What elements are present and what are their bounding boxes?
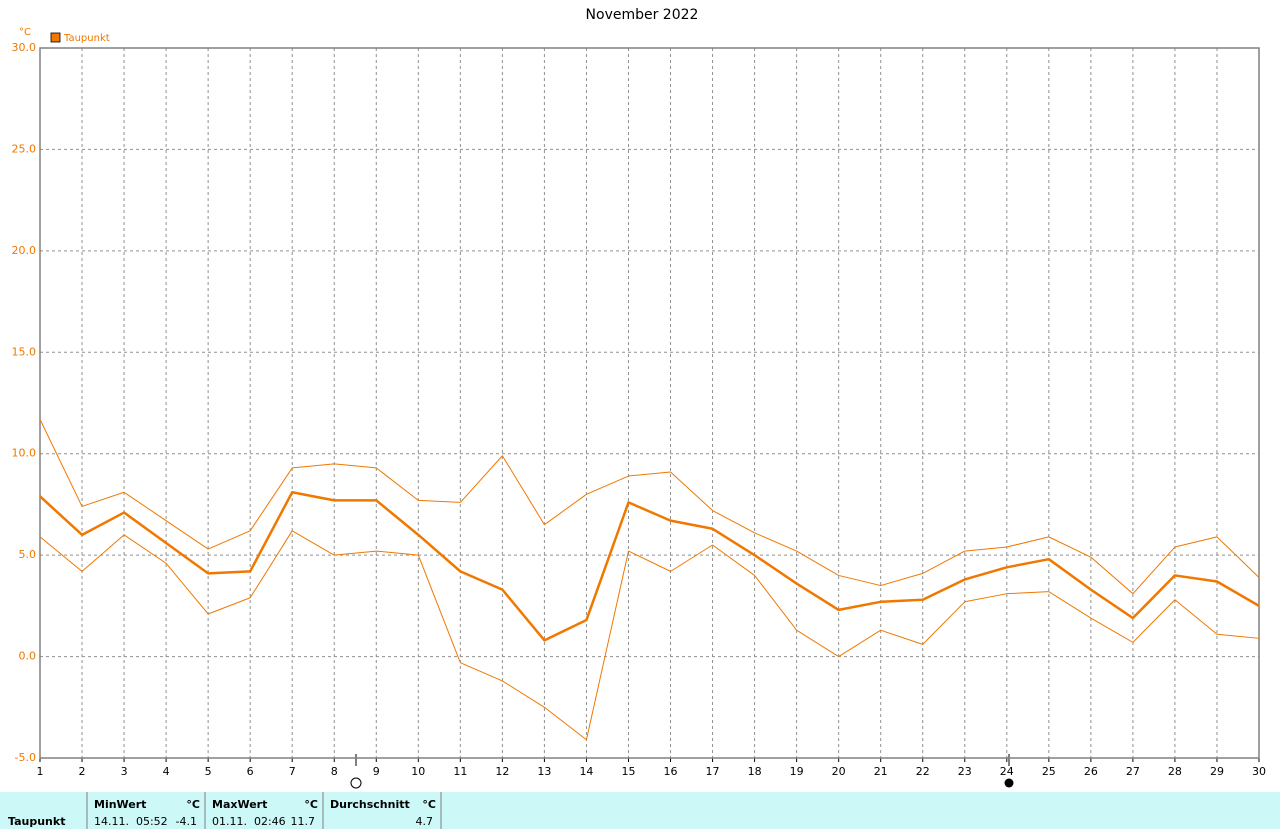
x-tick-label: 2: [79, 765, 86, 778]
x-tick-label: 19: [790, 765, 804, 778]
legend-label: Taupunkt: [63, 33, 110, 44]
chart-title: November 2022: [586, 7, 699, 23]
y-tick-label: 10.0: [12, 447, 37, 460]
new-moon: [1004, 778, 1014, 788]
table-unit: °C: [186, 798, 200, 811]
x-tick-label: 20: [832, 765, 846, 778]
y-tick-label: 20.0: [12, 244, 37, 257]
y-tick-label: 25.0: [12, 142, 37, 155]
plot-frame: [39, 47, 1260, 759]
x-tick-label: 6: [247, 765, 254, 778]
line-values: [39, 491, 1260, 642]
x-tick-label: 11: [453, 765, 467, 778]
x-tick-label: 8: [331, 765, 338, 778]
table-value: 11.7: [291, 815, 316, 828]
legend-swatch: [50, 32, 61, 43]
x-tick-label: 17: [706, 765, 720, 778]
line-upper: [39, 419, 1260, 595]
table-unit: °C: [304, 798, 318, 811]
x-tick-label: 13: [537, 765, 551, 778]
table-value: 4.7: [416, 815, 434, 828]
x-tick-label: 9: [373, 765, 380, 778]
table-value: -4.1: [176, 815, 197, 828]
stats-background: [0, 792, 1280, 829]
y-unit: °C: [19, 27, 31, 38]
y-tick-label: 0.0: [19, 650, 37, 663]
x-tick-label: 24: [1000, 765, 1014, 778]
x-tick-label: 16: [664, 765, 678, 778]
x-tick-label: 7: [289, 765, 296, 778]
full-moon: [350, 777, 362, 789]
x-tick-label: 29: [1210, 765, 1224, 778]
x-tick-label: 30: [1252, 765, 1266, 778]
x-tick-label: 23: [958, 765, 972, 778]
x-tick-label: 21: [874, 765, 888, 778]
table-header: Durchschnitt: [330, 798, 410, 811]
x-tick-label: 15: [621, 765, 635, 778]
table-header: MaxWert: [212, 798, 267, 811]
x-tick-label: 4: [163, 765, 170, 778]
y-tick-label: 15.0: [12, 345, 37, 358]
x-tick-label: 18: [748, 765, 762, 778]
table-time: 14.11. 05:52: [94, 815, 168, 828]
x-tick-label: 5: [205, 765, 212, 778]
table-row-label: Taupunkt: [8, 815, 65, 828]
x-tick-label: 27: [1126, 765, 1140, 778]
x-tick-label: 3: [121, 765, 128, 778]
x-tick-label: 22: [916, 765, 930, 778]
line-lower: [39, 530, 1260, 741]
x-tick-label: 10: [411, 765, 425, 778]
table-unit: °C: [422, 798, 436, 811]
x-tick-label: 25: [1042, 765, 1056, 778]
y-tick-label: -5.0: [15, 751, 36, 764]
x-tick-label: 14: [579, 765, 593, 778]
y-tick-label: 30.0: [12, 41, 37, 54]
x-tick-label: 28: [1168, 765, 1182, 778]
x-tick-label: 12: [495, 765, 509, 778]
x-tick-label: 1: [37, 765, 44, 778]
table-time: 01.11. 02:46: [212, 815, 286, 828]
y-tick-label: 5.0: [19, 548, 37, 561]
moon-icons: [350, 754, 1014, 789]
x-tick-label: 26: [1084, 765, 1098, 778]
table-header: MinWert: [94, 798, 146, 811]
